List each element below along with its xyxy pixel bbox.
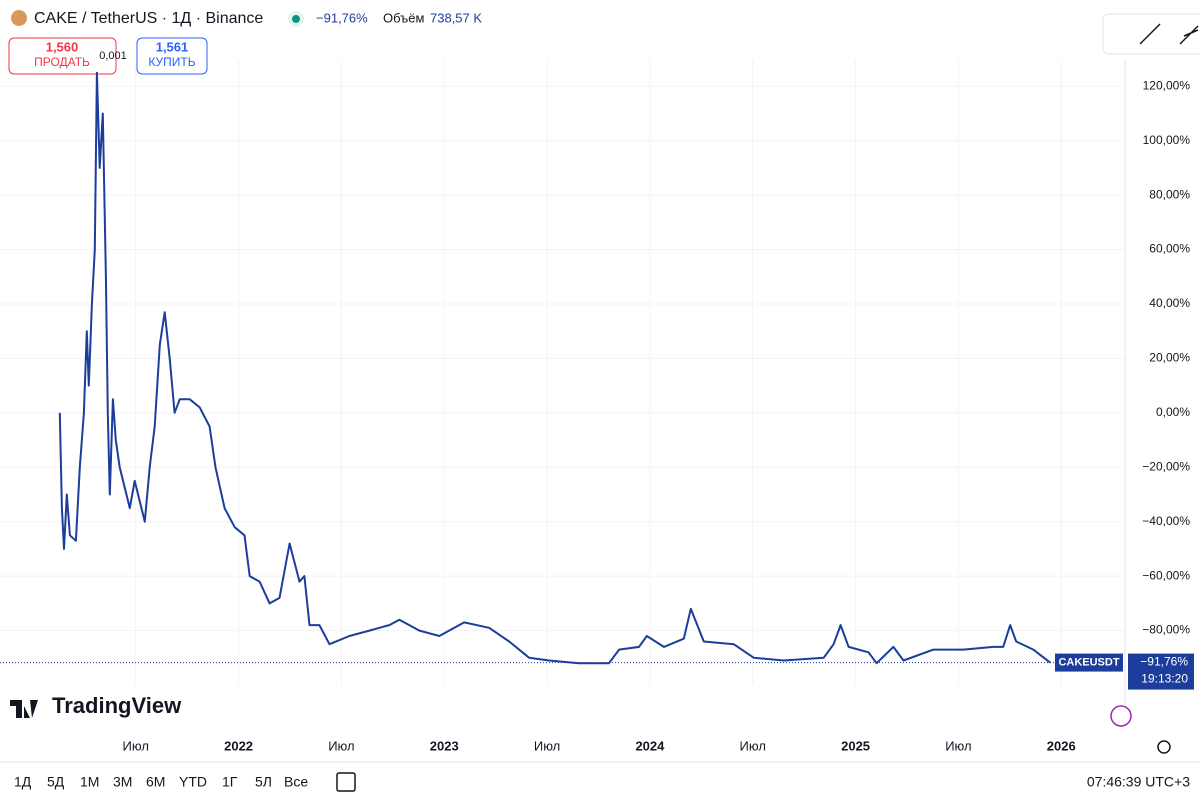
sell-button[interactable] <box>8 37 117 75</box>
symbol-icon <box>11 10 27 26</box>
last-time-label: 19:13:20 <box>1141 672 1188 686</box>
series-name: CAKEUSDT <box>1058 656 1119 668</box>
buy-price: 1,561 <box>156 39 189 54</box>
series-name-badge <box>1055 653 1123 672</box>
buy-label: КУПИТЬ <box>148 55 195 69</box>
range-button[interactable]: Все <box>284 774 308 790</box>
change: −91,76% <box>316 10 368 25</box>
spread: 0,001 <box>99 50 127 62</box>
volume: 738,57 K <box>430 10 482 25</box>
drawing-tools-icons <box>1139 23 1199 45</box>
settings-icon[interactable] <box>1157 740 1171 754</box>
buy-button[interactable] <box>136 37 208 75</box>
symbol-title: CAKE / TetherUS · 1Д · Binance <box>34 10 263 27</box>
range-button[interactable]: 1Д <box>14 774 32 790</box>
range-button[interactable]: 5Л <box>255 774 272 790</box>
range-button[interactable]: YTD <box>179 774 207 790</box>
flash-icon[interactable] <box>1110 705 1132 727</box>
range-button[interactable]: 1M <box>80 774 99 790</box>
x-tick-label: Июл <box>328 738 354 753</box>
logo: TradingView <box>52 693 182 718</box>
x-tick-label: Июл <box>740 738 766 753</box>
x-tick-label: Июл <box>945 738 971 753</box>
range-button[interactable]: 3M <box>113 774 132 790</box>
y-tick-label: 40,00% <box>1149 296 1190 310</box>
y-tick-label: 60,00% <box>1149 242 1190 256</box>
x-tick-label: 2024 <box>635 738 665 753</box>
x-tick-label: Июл <box>534 738 560 753</box>
y-tick-label: 80,00% <box>1149 187 1190 201</box>
last-price-label: −91,76% <box>1140 655 1188 669</box>
range-button[interactable]: 5Д <box>47 774 65 790</box>
y-tick-label: 100,00% <box>1143 133 1191 147</box>
sell-label: ПРОДАТЬ <box>34 55 90 69</box>
range-button[interactable]: 6M <box>146 774 165 790</box>
y-tick-label: −60,00% <box>1142 568 1190 582</box>
x-tick-label: 2025 <box>841 738 870 753</box>
date-range-icon[interactable] <box>336 772 356 792</box>
x-tick-label: Июл <box>123 738 149 753</box>
plot: 120,00% 100,00% 80,00% 60,00% 40,00% 20,00% 0,… <box>0 60 1194 753</box>
logo-icon <box>10 700 38 718</box>
volume-label: Объём <box>383 10 424 25</box>
y-tick-label: −40,00% <box>1142 514 1190 528</box>
price-line <box>58 71 1051 665</box>
clock: 07:46:39 UTC+3 <box>1087 774 1190 790</box>
sell-price: 1,560 <box>46 39 79 54</box>
last-price-badge <box>1128 653 1194 690</box>
x-tick-label: 2022 <box>224 738 253 753</box>
y-tick-label: −80,00% <box>1142 623 1190 637</box>
x-tick-label: 2026 <box>1047 738 1076 753</box>
range-button[interactable]: 1Г <box>222 774 238 790</box>
y-tick-label: 20,00% <box>1149 351 1190 365</box>
drawing-toolbar[interactable] <box>1102 13 1200 55</box>
x-tick-label: 2023 <box>430 738 459 753</box>
y-tick-label: 120,00% <box>1143 78 1191 92</box>
status-dot <box>292 15 300 23</box>
y-tick-label: −20,00% <box>1142 459 1190 473</box>
y-tick-label: 0,00% <box>1156 405 1190 419</box>
